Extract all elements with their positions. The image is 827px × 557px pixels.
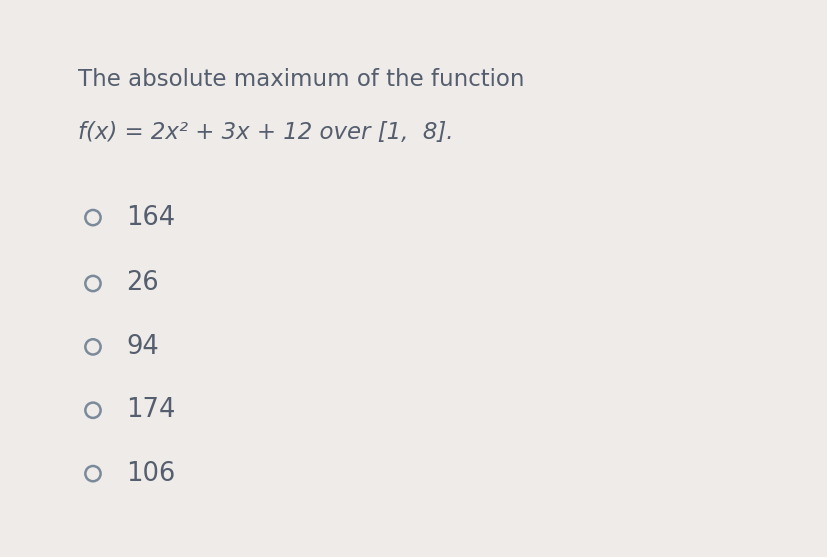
- Text: 106: 106: [126, 461, 175, 487]
- Point: [86, 406, 99, 415]
- Point: [86, 343, 99, 351]
- Text: 26: 26: [126, 271, 159, 296]
- Point: [86, 279, 99, 288]
- Text: 164: 164: [126, 204, 175, 231]
- Text: f(x) = 2x² + 3x + 12 over [1,  8].: f(x) = 2x² + 3x + 12 over [1, 8].: [78, 121, 452, 144]
- Text: The absolute maximum of the function: The absolute maximum of the function: [78, 68, 523, 91]
- Point: [86, 213, 99, 222]
- Point: [86, 469, 99, 478]
- Text: 174: 174: [126, 397, 175, 423]
- Text: 94: 94: [126, 334, 159, 360]
